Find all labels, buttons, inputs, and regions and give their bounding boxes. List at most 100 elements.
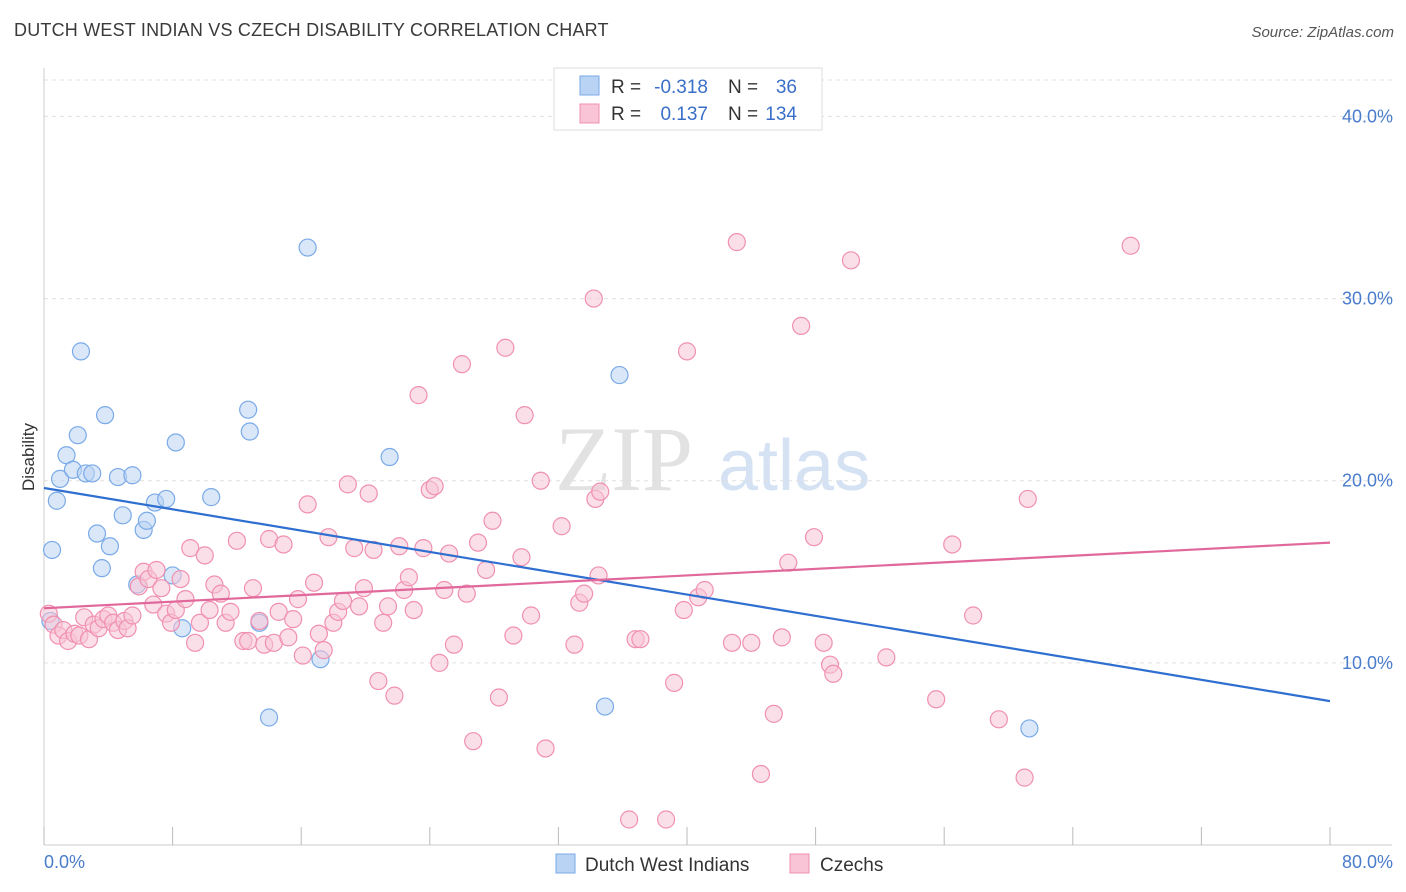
data-point: [374, 613, 393, 632]
legend-r-label-1: R =: [611, 77, 641, 98]
legend-n-value-2: 134: [765, 104, 797, 125]
data-point: [452, 355, 472, 374]
data-point: [364, 540, 383, 560]
data-point: [1121, 236, 1140, 255]
bottom-legend-swatch-dutch-west-indians: [555, 853, 576, 874]
data-point: [504, 626, 523, 645]
legend-r-value-2: 0.137: [660, 104, 708, 125]
data-point: [665, 673, 684, 692]
series-legend: Dutch West Indians Czechs: [555, 853, 883, 876]
data-point: [430, 653, 449, 672]
data-point: [1018, 489, 1037, 509]
chart-title: DUTCH WEST INDIAN VS CZECH DISABILITY CO…: [14, 20, 609, 40]
data-point: [137, 511, 156, 530]
data-point: [841, 251, 861, 270]
data-point: [221, 602, 240, 621]
data-point: [409, 386, 428, 405]
data-point: [239, 631, 258, 651]
data-point: [176, 590, 195, 609]
legend-n-value-1: 36: [776, 77, 797, 98]
data-point: [378, 597, 398, 616]
data-point: [584, 289, 603, 308]
data-point: [444, 635, 464, 654]
data-point: [250, 611, 269, 631]
data-point: [457, 584, 476, 603]
data-point: [298, 495, 317, 514]
correlation-legend: R = -0.318 N = 36 R = 0.137 N = 134: [553, 67, 823, 131]
data-point: [631, 630, 650, 649]
data-point: [288, 590, 308, 609]
data-point: [304, 573, 324, 592]
data-point: [515, 406, 534, 425]
watermark: ZIP atlas: [555, 408, 870, 510]
data-point: [414, 539, 433, 558]
watermark-atlas: atlas: [718, 426, 870, 506]
data-point: [354, 579, 373, 598]
source-label: Source: ZipAtlas.com: [1251, 24, 1394, 41]
data-point: [87, 524, 107, 543]
data-point: [595, 697, 615, 716]
data-point: [489, 688, 509, 707]
data-point: [269, 602, 288, 621]
data-point: [722, 633, 742, 652]
data-point: [1020, 719, 1039, 738]
data-point: [425, 477, 444, 496]
data-point: [814, 633, 833, 652]
data-point: [202, 488, 221, 507]
data-point: [751, 764, 771, 784]
data-point: [243, 579, 263, 598]
legend-r-label-2: R =: [611, 104, 641, 125]
data-point: [113, 506, 132, 525]
data-point: [476, 560, 496, 580]
axes: 10.0% 20.0% 30.0% 40.0%: [43, 68, 1393, 846]
data-point: [610, 365, 629, 385]
data-point: [186, 633, 205, 652]
data-point: [1015, 768, 1034, 787]
data-point: [877, 648, 896, 667]
x-tick-label-max: 80.0%: [1342, 852, 1393, 872]
data-point: [552, 517, 571, 536]
x-tick-label-min: 0.0%: [44, 852, 85, 872]
data-point: [239, 400, 258, 419]
data-point: [349, 597, 369, 616]
data-point: [536, 739, 555, 758]
data-point: [512, 548, 531, 567]
data-point: [359, 484, 378, 503]
y-tick-label-30: 30.0%: [1342, 289, 1393, 309]
y-tick-label-40: 40.0%: [1342, 106, 1393, 126]
data-point: [779, 553, 798, 572]
data-point: [123, 606, 142, 625]
data-point: [565, 635, 584, 654]
data-point: [772, 628, 791, 647]
data-point: [123, 466, 142, 485]
data-point: [591, 482, 610, 501]
data-point: [92, 559, 111, 578]
data-point: [338, 475, 357, 494]
data-point: [50, 469, 70, 488]
series-1: [39, 233, 1140, 829]
data-point: [195, 546, 214, 565]
data-point: [521, 606, 541, 625]
data-point: [68, 426, 87, 445]
data-point: [657, 810, 676, 829]
data-point: [943, 535, 962, 554]
data-point: [152, 579, 171, 598]
data-point: [385, 686, 404, 705]
data-point: [727, 233, 746, 252]
data-point: [380, 447, 399, 467]
data-point: [496, 338, 515, 357]
data-point: [166, 433, 185, 452]
data-point: [927, 690, 946, 709]
data-point: [83, 464, 102, 483]
data-point: [677, 342, 697, 361]
gridlines: [44, 79, 1392, 664]
data-point: [71, 342, 91, 361]
data-point: [531, 471, 550, 490]
bottom-legend-swatch-czechs: [789, 853, 810, 874]
data-point: [404, 600, 423, 620]
data-point: [468, 533, 488, 552]
data-point: [42, 540, 62, 560]
data-point: [333, 591, 353, 611]
data-point: [144, 595, 163, 614]
